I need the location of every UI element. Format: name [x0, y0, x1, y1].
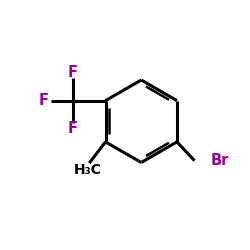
Text: F: F: [39, 93, 49, 108]
Text: H₃C: H₃C: [74, 163, 102, 177]
Text: F: F: [68, 121, 78, 136]
Text: Br: Br: [211, 153, 229, 168]
Text: F: F: [68, 65, 78, 80]
